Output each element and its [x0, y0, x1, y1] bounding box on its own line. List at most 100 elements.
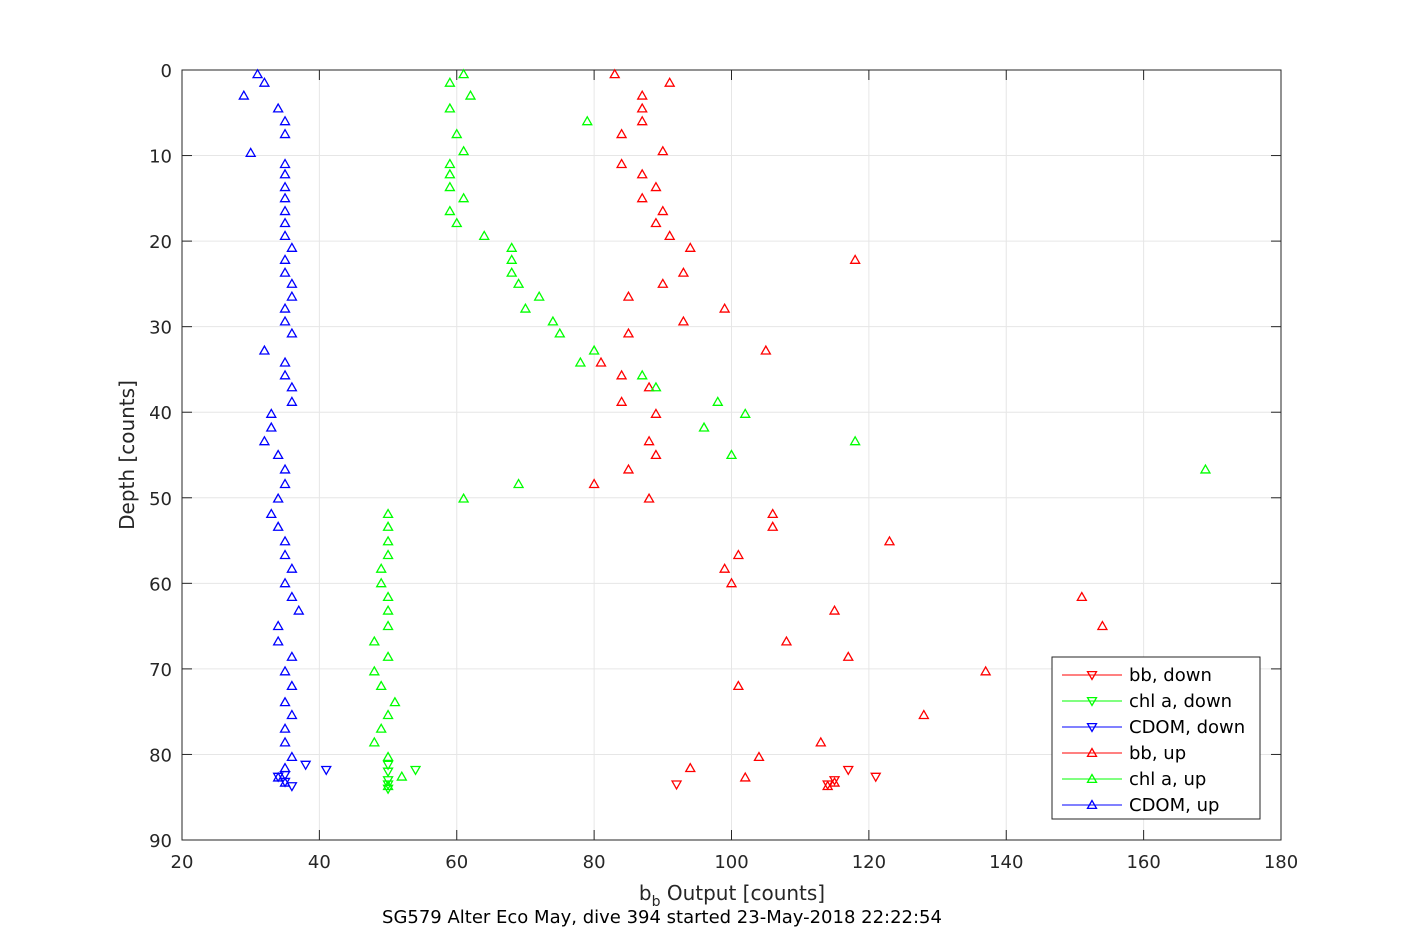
legend: bb, down chl a, down CDOM, down bb, up chl a… — [1051, 656, 1261, 820]
data-point-cdom-up — [265, 508, 277, 519]
data-point-cdom-up — [286, 278, 298, 288]
data-point-bb-up — [615, 128, 628, 139]
data-point-chl-a-up — [512, 478, 525, 489]
data-point-cdom-up — [279, 315, 291, 326]
data-point-bb-up — [643, 492, 655, 503]
y-tick-label: 20 — [149, 232, 172, 253]
data-point-cdom-up — [286, 680, 298, 691]
data-point-chl-a-up — [712, 396, 724, 406]
data-point-bb-up — [677, 315, 690, 326]
data-point-cdom-up — [279, 736, 291, 747]
data-point-cdom-up — [279, 192, 291, 203]
data-point-cdom-up — [279, 217, 291, 228]
data-point-bb-up — [767, 521, 779, 531]
data-point-bb-up — [664, 77, 676, 87]
data-point-chl-a-up — [382, 508, 394, 519]
data-point-chl-a-up — [382, 780, 394, 791]
data-point-chl-a-up — [554, 327, 566, 338]
grid-layer — [182, 70, 1281, 840]
data-point-chl-a-up — [457, 68, 470, 79]
data-point-chl-a-up — [451, 217, 463, 228]
x-tick-label: 180 — [1264, 852, 1298, 873]
data-point-chl-a-up — [375, 577, 387, 588]
data-point-bb-up — [677, 266, 690, 277]
data-point-chl-a-up — [650, 381, 662, 392]
data-point-chl-a-up — [375, 680, 387, 691]
data-point-cdom-up — [286, 327, 298, 338]
data-point-cdom-up — [286, 290, 298, 301]
data-point-cdom-up — [272, 771, 284, 782]
data-point-bb-down — [842, 765, 854, 776]
data-point-cdom-up — [279, 128, 291, 139]
data-point-bb-up — [588, 478, 600, 489]
data-point-chl-a-up — [382, 591, 394, 602]
data-point-bb-up — [828, 604, 841, 615]
data-point-cdom-up — [279, 776, 291, 787]
data-point-cdom-up — [286, 396, 298, 406]
x-tick-label: 160 — [1126, 852, 1160, 873]
data-point-cdom-up — [279, 168, 291, 179]
data-point-cdom-up — [272, 492, 284, 503]
data-point-cdom-up — [279, 158, 291, 169]
x-tick-label: 40 — [308, 852, 331, 873]
data-point-chl-a-down — [409, 765, 422, 776]
data-point-cdom-up — [258, 435, 271, 446]
data-point-chl-a-up — [457, 492, 470, 503]
data-point-bb-up — [732, 680, 744, 691]
data-point-chl-a-up — [382, 604, 394, 615]
data-point-chl-a-up — [444, 168, 456, 179]
data-point-chl-a-up — [512, 278, 525, 288]
data-point-bb-up — [650, 449, 662, 460]
data-point-cdom-up — [279, 115, 291, 126]
data-point-cdom-up — [279, 254, 291, 264]
legend-marker — [1086, 670, 1098, 681]
x-tick-label: 20 — [171, 852, 194, 873]
data-point-chl-a-up — [444, 102, 456, 113]
data-point-chl-a-up — [588, 344, 600, 355]
y-tick-label: 40 — [149, 403, 172, 424]
data-point-cdom-up — [272, 521, 284, 531]
data-point-chl-a-up — [574, 356, 587, 367]
data-point-chl-a-up — [506, 254, 518, 264]
y-tick-label: 30 — [149, 318, 172, 339]
data-point-bb-up — [767, 508, 779, 519]
data-point-cdom-up — [286, 591, 298, 602]
data-point-bb-up — [657, 205, 669, 216]
data-point-chl-a-up — [382, 549, 394, 560]
x-axis-label-rest: Output [counts] — [660, 881, 825, 905]
marker-layer — [238, 68, 1212, 795]
data-point-chl-a-up — [725, 449, 738, 460]
data-point-cdom-up — [272, 449, 284, 460]
x-tick-label: 100 — [714, 852, 748, 873]
data-point-bb-down — [828, 776, 841, 786]
y-tick-label: 60 — [149, 574, 172, 595]
data-point-chl-a-up — [506, 266, 518, 277]
data-point-chl-a-up — [368, 736, 380, 747]
data-point-chl-a-up — [382, 709, 394, 720]
y-tick-label: 50 — [149, 489, 172, 510]
legend-marker — [1086, 747, 1098, 758]
data-point-bb-up — [918, 709, 930, 720]
data-point-chl-a-up — [382, 521, 394, 531]
data-point-cdom-up — [279, 762, 291, 773]
data-point-bb-up — [615, 158, 628, 169]
data-point-bb-up — [732, 549, 744, 560]
data-point-cdom-up — [286, 381, 298, 392]
data-point-cdom-up — [279, 181, 291, 192]
data-point-bb-up — [609, 68, 621, 79]
data-point-chl-a-up — [444, 205, 456, 216]
data-point-cdom-up — [286, 651, 298, 661]
data-point-chl-a-up — [478, 230, 490, 241]
data-point-cdom-up — [258, 344, 271, 355]
data-point-bb-up — [980, 665, 992, 676]
data-point-bb-up — [842, 651, 854, 661]
legend-marker — [1086, 773, 1098, 784]
data-point-cdom-down — [320, 765, 332, 776]
data-point-cdom-down — [300, 760, 312, 771]
data-point-cdom-up — [238, 89, 250, 100]
data-point-chl-a-up — [519, 302, 532, 313]
data-point-bb-up — [636, 89, 648, 100]
data-point-cdom-up — [286, 709, 298, 720]
data-point-bb-up — [622, 327, 635, 338]
